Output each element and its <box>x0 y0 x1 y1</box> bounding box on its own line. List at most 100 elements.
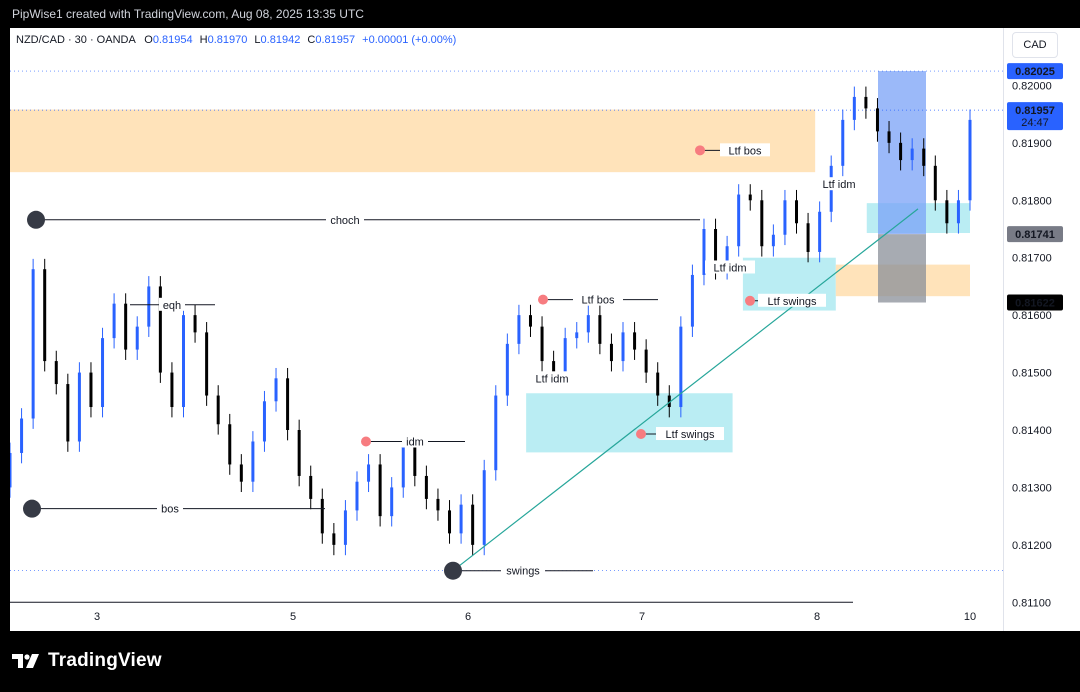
candle-body <box>563 338 567 373</box>
position-stop-zone <box>878 234 926 303</box>
price-label-bg <box>1007 226 1063 243</box>
candle-body <box>228 424 232 465</box>
price-tick-label: 0.81400 <box>1012 425 1052 437</box>
time-tick-label: 10 <box>964 611 976 623</box>
candle-body <box>471 504 475 545</box>
candle-body <box>922 148 926 166</box>
label-bg <box>758 293 826 307</box>
legend-close: 0.81957 <box>315 34 356 46</box>
candle-body <box>124 303 128 350</box>
label-bg <box>705 260 755 274</box>
price-label: 0.82025 <box>1015 66 1055 78</box>
marker-point <box>695 145 705 156</box>
structure-label: eqh <box>163 300 181 312</box>
swing-point <box>27 210 45 229</box>
candle-body <box>413 447 417 476</box>
candle-body <box>297 430 301 476</box>
swing-point <box>23 499 41 518</box>
candle-body <box>239 464 243 482</box>
candle-body <box>54 361 58 385</box>
structure-label: choch <box>330 215 359 227</box>
candle-body <box>771 234 775 247</box>
candle-body <box>20 418 24 453</box>
candle-body <box>309 475 313 499</box>
structure-label: swings <box>506 566 540 578</box>
candle-body <box>10 452 12 488</box>
price-tick-label: 0.81100 <box>1012 597 1051 609</box>
label-bg <box>326 212 364 226</box>
candle-body <box>66 384 70 442</box>
chart-title: PipWise1 created with TradingView.com, A… <box>12 7 364 21</box>
marker-point <box>745 295 755 306</box>
candle-body <box>609 343 613 362</box>
legend-symbol[interactable]: NZD/CAD · 30 · OANDA <box>16 34 136 46</box>
candle-body <box>679 326 683 408</box>
candle-body <box>852 96 856 120</box>
demand-zone <box>526 393 733 453</box>
price-label: 0.81741 <box>1015 229 1055 241</box>
candle-body <box>806 223 810 252</box>
time-tick-label: 5 <box>290 611 296 623</box>
candle-body <box>343 510 347 545</box>
candle-body <box>968 119 972 201</box>
top-bar: PipWise1 created with TradingView.com, A… <box>0 0 1080 28</box>
candle-body <box>540 326 544 362</box>
candle-body <box>401 447 405 488</box>
candle-body <box>332 533 336 545</box>
price-label-bg <box>1007 294 1063 311</box>
candle-body <box>899 142 903 161</box>
price-axis[interactable]: 0.82000 0.81900 0.81800 0.81700 0.81600 0.815… <box>1003 28 1080 631</box>
candle-body <box>494 395 498 471</box>
candle-body <box>77 372 81 442</box>
candle-body <box>667 395 671 408</box>
candle-body <box>644 349 648 373</box>
candle-body <box>459 504 463 534</box>
candle-body <box>274 378 278 402</box>
label-bg <box>157 501 183 515</box>
candle-body <box>170 372 174 408</box>
supply-zone <box>10 109 816 173</box>
currency-button[interactable]: CAD <box>1012 32 1058 58</box>
candle-body <box>783 200 787 235</box>
structure-label: Ltf swings <box>666 429 715 441</box>
candle-body <box>390 487 394 517</box>
legend-low-label: L <box>254 34 261 46</box>
chart-svg[interactable]: choch bos eqh idm Ltf bos Ltf bos swings Ltf sw… <box>10 28 1003 631</box>
structure-label: idm <box>406 436 424 448</box>
time-tick-label: 3 <box>94 611 100 623</box>
candle-body <box>89 372 93 408</box>
price-label: 0.81957 <box>1015 105 1055 117</box>
price-tick-label: 0.81500 <box>1012 368 1052 380</box>
candle-body <box>147 286 151 327</box>
label-bg <box>159 297 185 311</box>
label-bg <box>573 292 623 306</box>
price-label: 0.81622 <box>1015 298 1055 310</box>
candle-body <box>552 361 556 373</box>
candle-body <box>818 211 822 252</box>
price-tick-label: 0.82000 <box>1012 80 1052 92</box>
candle-body <box>875 108 879 132</box>
bottom-bar <box>0 632 1080 692</box>
candle-body <box>43 269 47 362</box>
candle-body <box>656 372 660 396</box>
candle-body <box>864 96 868 109</box>
candle-body <box>945 200 949 224</box>
label-bg <box>656 427 724 441</box>
candle-body <box>795 200 799 224</box>
candle-body <box>158 286 162 373</box>
structure-label: Ltf bos <box>728 145 762 157</box>
candle-body <box>633 332 637 350</box>
label-bg <box>720 143 770 157</box>
candle-body <box>575 332 579 339</box>
chart-pane[interactable]: choch bos eqh idm Ltf bos Ltf bos swings Ltf sw… <box>10 28 1013 631</box>
candle-body <box>505 343 509 396</box>
candle-body <box>205 332 209 396</box>
time-tick-label: 8 <box>814 611 820 623</box>
tradingview-logo[interactable]: TradingView <box>12 650 162 672</box>
candle-body <box>621 332 625 362</box>
candle-body <box>760 200 764 247</box>
candle-body <box>251 441 255 482</box>
candle-body <box>482 470 486 545</box>
price-tick-label: 0.81900 <box>1012 138 1052 150</box>
tradingview-logo-icon <box>12 654 39 668</box>
